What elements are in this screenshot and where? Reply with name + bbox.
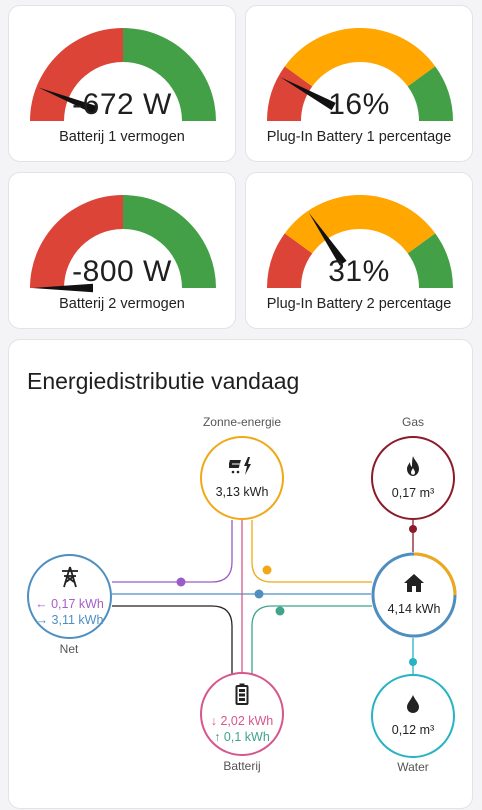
flow-dot-home-water [409,658,417,666]
gauge-value: 16% [328,88,390,121]
water-node[interactable]: 0,12 m³ [371,674,455,758]
gauge-dial [267,195,453,288]
flow-dot-battery-home [275,606,285,616]
gauge-segment-0 [30,28,123,121]
gauge-segment-2 [407,66,453,121]
flow-line-solar-home [251,520,372,583]
solar-value: 3,13 kWh [215,485,269,499]
flow-line-solar-grid [112,520,233,583]
flow-dot-gas-home [409,525,417,533]
home-icon [403,573,425,598]
gauge-segment-0 [267,233,313,288]
gauge-segment-2 [407,233,453,288]
grid-export-value: → 3,11 kWh [35,612,104,627]
battery-node[interactable]: ↓ 2,02 kWh ↑ 0,1 kWh [200,672,284,756]
gauge-label: Batterij 1 vermogen [59,129,185,145]
gas-label: Gas [401,415,424,429]
gauge-segment-1 [123,28,216,121]
gauge-dial [30,28,216,121]
fire-icon [404,455,422,482]
gauge-segment-0 [267,66,313,121]
solar-power-icon [227,456,255,481]
gauge-needle [308,212,347,266]
battery-icon [235,683,249,710]
flow-dot-solar-home [262,565,272,575]
gauge-dial [267,28,453,121]
home-ring [371,552,457,638]
water-label: Water [397,760,429,774]
gauge-label: Batterij 2 vermogen [59,296,185,312]
gauge-segment-1 [123,195,216,288]
home-value: 4,14 kWh [387,602,441,616]
gas-value: 0,17 m³ [391,486,435,500]
grid-node[interactable]: ← 0,17 kWh → 3,11 kWh [27,554,112,639]
gauge-needle [38,87,97,114]
gauge-card-plugin-battery-2[interactable]: 31% Plug-In Battery 2 percentage [245,172,473,329]
gauge-dial [30,195,216,293]
flow-line-grid-battery [112,605,233,674]
flow-line-battery-home [251,605,372,674]
gas-node[interactable]: 0,17 m³ [371,436,455,520]
battery-charge-value: ↑ 0,1 kWh [214,730,270,744]
gauge-card-batterij-1[interactable]: -672 W Batterij 1 vermogen [8,5,236,162]
water-value: 0,12 m³ [391,723,435,737]
gauge-segment-1 [284,28,436,87]
flow-dot-solar-grid [176,577,186,587]
energy-flow-lines [112,520,417,674]
energy-distribution-card: Energiedistributie vandaag Zonne-energie [8,339,473,809]
gauge-needle [280,77,336,111]
grid-import-value: ← 0,17 kWh [35,596,104,611]
water-drop-icon [405,694,421,719]
gauge-card-batterij-2[interactable]: -800 W Batterij 2 vermogen [8,172,236,329]
gauge-segment-1 [284,195,436,254]
solar-node[interactable]: 3,13 kWh [200,436,284,520]
gauge-needle [32,283,93,293]
battery-discharge-value: ↓ 2,02 kWh [210,714,274,728]
gauge-segment-0 [30,195,123,288]
solar-label: Zonne-energie [202,415,282,429]
energy-title: Energiedistributie vandaag [27,368,300,394]
gauge-value: -800 W [72,255,172,288]
gauge-value: 31% [328,255,390,288]
gauge-value: -672 W [72,88,172,121]
gauge-label: Plug-In Battery 2 percentage [266,296,452,312]
flow-dot-grid-home [254,589,264,599]
battery-label: Batterij [223,759,261,773]
home-node[interactable]: 4,14 kWh [371,552,457,638]
transmission-tower-icon [59,566,81,593]
gauge-card-plugin-battery-1[interactable]: 16% Plug-In Battery 1 percentage [245,5,473,162]
gauge-label: Plug-In Battery 1 percentage [266,129,452,145]
grid-label: Net [59,642,79,656]
